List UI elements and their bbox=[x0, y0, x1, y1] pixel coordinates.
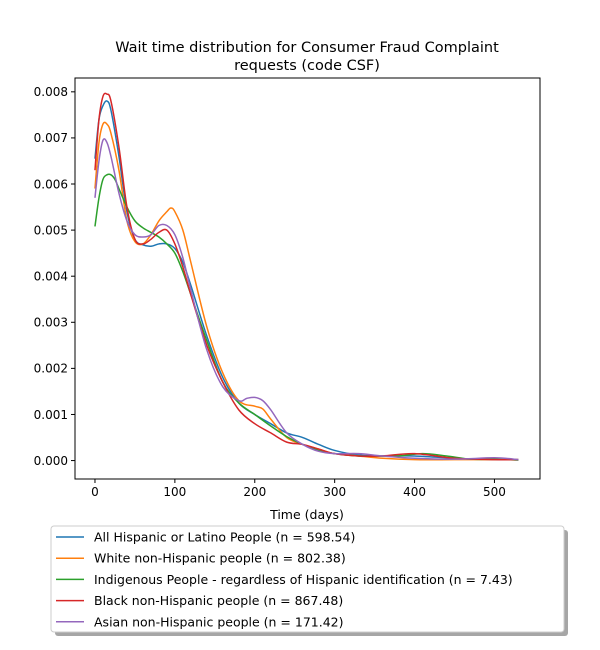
x-tick-label: 400 bbox=[403, 485, 426, 499]
x-tick-label: 0 bbox=[91, 485, 99, 499]
legend-label-2: White non-Hispanic people (n = 802.38) bbox=[94, 551, 346, 566]
y-tick-label: 0.000 bbox=[34, 454, 68, 468]
chart-title-line-2: requests (code CSF) bbox=[234, 58, 380, 74]
y-tick-label: 0.001 bbox=[34, 408, 68, 422]
y-tick-label: 0.007 bbox=[34, 131, 68, 145]
y-tick-label: 0.002 bbox=[34, 362, 68, 376]
legend-label-4: Black non-Hispanic people (n = 867.48) bbox=[94, 593, 343, 608]
legend: All Hispanic or Latino People (n = 598.5… bbox=[50, 525, 568, 636]
y-tick-label: 0.006 bbox=[34, 177, 68, 191]
legend-entries: All Hispanic or Latino People (n = 598.5… bbox=[56, 530, 513, 629]
x-axis-label: Time (days) bbox=[269, 507, 344, 522]
legend-label-5: Asian non-Hispanic people (n = 171.42) bbox=[94, 614, 344, 629]
legend-label-3: Indigenous People - regardless of Hispan… bbox=[94, 572, 513, 587]
y-tick-label: 0.008 bbox=[34, 85, 68, 99]
legend-box bbox=[50, 525, 565, 633]
series-line-1 bbox=[94, 100, 519, 461]
x-axis: 0 100 200 300 400 500 bbox=[91, 479, 506, 499]
plot-frame bbox=[74, 77, 541, 480]
y-tick-label: 0.003 bbox=[34, 316, 68, 330]
x-tick-label: 300 bbox=[323, 485, 346, 499]
series-line-5 bbox=[94, 138, 519, 461]
x-tick-label: 200 bbox=[243, 485, 266, 499]
y-tick-label: 0.004 bbox=[34, 269, 68, 283]
x-tick-label: 100 bbox=[163, 485, 186, 499]
chart-title-line-1: Wait time distribution for Consumer Frau… bbox=[115, 40, 499, 56]
y-tick-label: 0.005 bbox=[34, 223, 68, 237]
y-axis: 0.000 0.001 0.002 0.003 0.004 0.005 0.006 0.007… bbox=[34, 85, 75, 468]
plot-area: 0 100 200 300 400 500 0.0000.0010.0020.0030.0… bbox=[34, 77, 541, 499]
x-tick-label: 500 bbox=[483, 485, 506, 499]
legend-label-1: All Hispanic or Latino People (n = 598.5… bbox=[94, 530, 355, 545]
series-lines bbox=[94, 92, 519, 461]
